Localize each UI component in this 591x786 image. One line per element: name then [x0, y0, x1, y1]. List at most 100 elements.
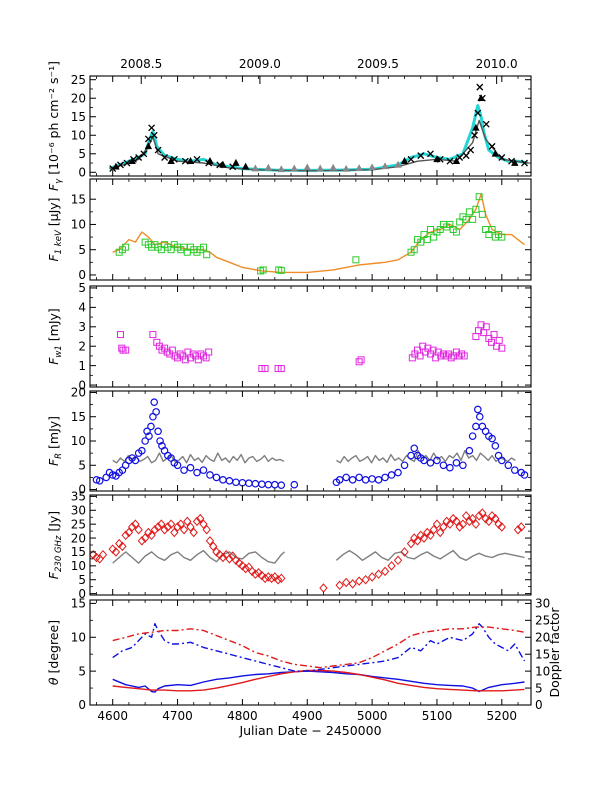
top-date-tick-label: 2008.5	[120, 57, 162, 71]
data-point-radio-1	[238, 561, 247, 571]
y-tick-label: 15	[71, 545, 86, 559]
data-point-gamma-4	[342, 164, 350, 172]
panel-optical_r: 0 5 10 15 20 FR [mJy]	[46, 386, 532, 497]
data-point-optical_r-1	[368, 475, 376, 483]
data-point-gamma-3	[511, 158, 519, 166]
data-point-optical_w1-0	[487, 338, 495, 346]
data-point-radio-1	[115, 538, 124, 549]
data-point-optical_r-1	[154, 427, 162, 436]
right-y-tick-label: 10	[535, 664, 550, 678]
data-point-radio-1	[416, 530, 425, 541]
data-point-gamma-2	[148, 124, 156, 132]
y-axis-label-subscript: γ	[54, 178, 64, 184]
y-axis-label-angles: θ [degree]	[46, 620, 61, 685]
data-point-radio-1	[484, 516, 494, 527]
data-point-radio-1	[234, 558, 244, 568]
data-point-optical_w1-0	[495, 336, 503, 344]
data-point-radio-1	[134, 524, 143, 535]
data-point-gamma-2	[474, 109, 482, 117]
data-point-radio-1	[419, 533, 429, 543]
data-point-optical_w1-0	[357, 356, 365, 364]
data-point-xray-1	[277, 266, 285, 274]
data-point-gamma-2	[498, 154, 506, 161]
data-point-radio-1	[497, 522, 506, 532]
data-point-gamma-2	[462, 152, 470, 160]
data-point-optical_w1-0	[149, 331, 157, 339]
data-point-xray-1	[352, 256, 360, 264]
data-point-radio-1	[225, 554, 234, 564]
data-point-radio-1	[455, 522, 464, 532]
y-axis-label-symbol: F	[46, 183, 61, 191]
y-tick-label: 25	[71, 517, 86, 531]
y-axis-label-subscript: 230 GHz	[54, 535, 64, 572]
data-point-radio-1	[270, 572, 279, 582]
y-axis-label-symbol: F	[46, 458, 61, 466]
data-point-gamma-4	[355, 164, 363, 172]
y-axis-label-optical_w1: Fw1 [mJy]	[46, 308, 64, 365]
data-point-gamma-3	[167, 157, 175, 164]
data-point-radio-1	[241, 563, 250, 574]
data-point-radio-1	[163, 522, 172, 532]
series-line-optical_r-0-1	[336, 450, 516, 464]
data-point-optical_r-1	[193, 468, 201, 477]
data-point-radio-1	[127, 522, 137, 532]
y-axis-label-unit: [μJy]	[46, 197, 61, 230]
data-point-radio-1	[380, 566, 390, 577]
bottom-time-axis: Julian Date − 2450000 4600 4700 4800 4900 50…	[97, 709, 517, 738]
data-point-radio-1	[147, 530, 156, 541]
y-axis-label-symbol: F	[46, 357, 61, 365]
data-point-optical_r-1	[381, 473, 389, 482]
y-tick-label: 15	[71, 110, 86, 124]
data-point-gamma-3	[433, 155, 441, 163]
y-axis-label-unit: [mJy]	[46, 308, 61, 345]
data-point-radio-1	[121, 530, 130, 541]
data-point-optical_r-1	[245, 479, 253, 488]
data-point-radio-1	[215, 549, 224, 560]
data-point-optical_r-1	[108, 471, 117, 479]
data-point-radio-1	[471, 519, 481, 529]
data-point-optical_r-1	[520, 471, 529, 479]
y-tick-label: 35	[71, 490, 86, 504]
data-point-gamma-2	[476, 83, 484, 91]
data-point-radio-1	[374, 569, 383, 579]
y-axis-label-subscript: R	[54, 453, 64, 459]
series-line-radio-0-0	[112, 549, 286, 564]
panel-optical_w1-frame	[89, 285, 532, 388]
right-y-tick-label: 0	[535, 698, 543, 712]
data-point-radio-1	[439, 522, 448, 532]
data-point-radio-1	[144, 527, 153, 538]
data-point-xray-1	[475, 193, 483, 201]
data-point-gamma-2	[407, 155, 415, 163]
data-point-radio-1	[166, 519, 176, 529]
data-point-optical_r-1	[173, 461, 182, 470]
y-axis-label-optical_r: FR [mJy]	[46, 416, 64, 466]
top-date-tick-label: 2010.0	[476, 57, 518, 71]
data-point-optical_r-1	[138, 446, 146, 455]
data-point-gamma-3	[452, 157, 461, 164]
panel-angles-frame	[89, 599, 532, 706]
data-point-radio-1	[192, 516, 202, 527]
y-tick-label: 15	[71, 410, 86, 424]
data-point-optical_r-1	[348, 476, 357, 484]
data-point-radio-1	[231, 555, 241, 566]
data-point-optical_w1-0	[261, 365, 269, 373]
data-point-radio-1	[160, 524, 169, 535]
data-point-optical_w1-0	[277, 365, 285, 373]
y-axis-label-subscript: w1	[54, 345, 64, 357]
y-tick-label: 20	[71, 91, 86, 105]
data-point-optical_r-1	[410, 444, 419, 453]
top-date-tick-label: 2009.5	[357, 57, 399, 71]
data-point-radio-1	[468, 513, 477, 524]
data-point-radio-1	[150, 524, 160, 535]
data-point-optical_r-1	[387, 471, 396, 479]
data-point-radio-1	[251, 569, 260, 579]
y-tick-label: 10	[71, 434, 86, 448]
data-point-radio-1	[413, 536, 422, 546]
data-point-gamma-2	[521, 159, 528, 167]
panel-radio-frame	[89, 494, 532, 596]
data-point-radio-1	[406, 538, 416, 549]
